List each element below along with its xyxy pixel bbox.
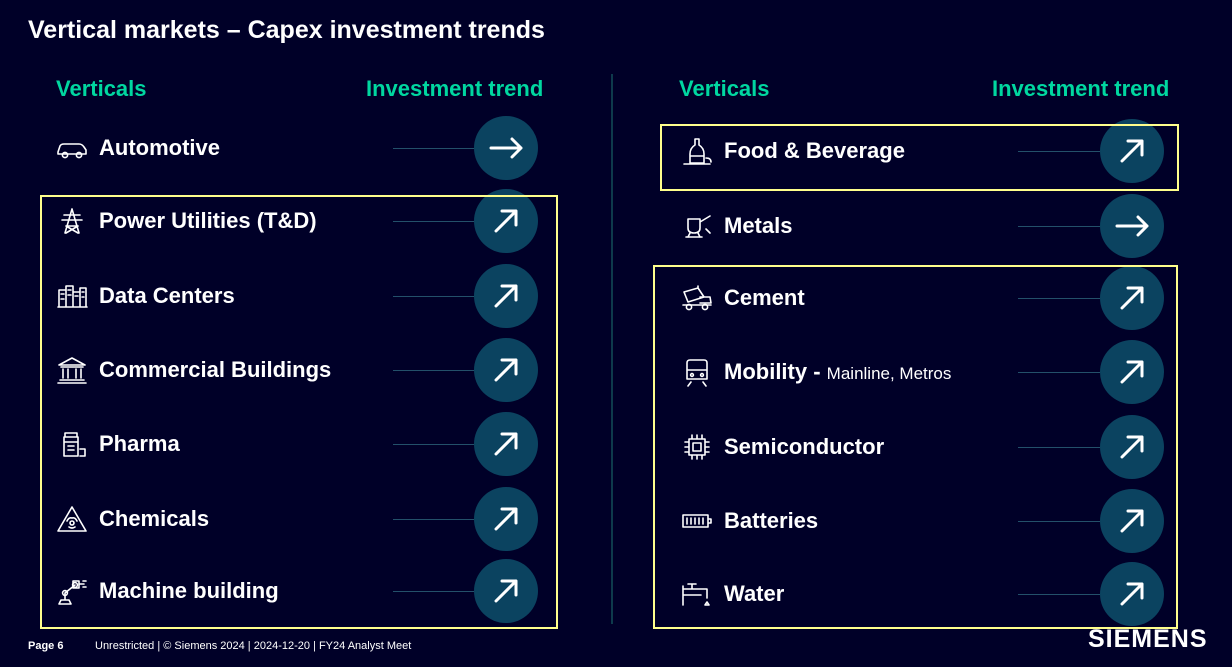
vertical-label: Semiconductor	[724, 434, 884, 460]
right-header-trend: Investment trend	[992, 76, 1170, 101]
vertical-name: Machine building	[99, 578, 279, 603]
vertical-name: Food & Beverage	[724, 138, 905, 163]
vertical-row-chemicals: Chemicals	[55, 487, 538, 551]
connector-line	[393, 519, 474, 520]
trend-up-arrow-icon	[474, 338, 538, 402]
connector-line	[1018, 372, 1100, 373]
server-rack-icon	[55, 281, 89, 311]
connector-line	[393, 591, 474, 592]
connector-line	[1018, 594, 1100, 595]
vertical-row-water: Water	[680, 562, 1164, 626]
left-header-verticals: Verticals	[56, 76, 147, 101]
trend-flat-arrow-icon	[474, 116, 538, 180]
trend-up-arrow-icon	[474, 487, 538, 551]
vertical-name: Commercial Buildings	[99, 357, 332, 382]
cement-mixer-icon	[680, 283, 714, 313]
chip-icon	[680, 432, 714, 462]
vertical-label: Power Utilities (T&D)	[99, 208, 317, 234]
footer-text: Unrestricted | © Siemens 2024 | 2024-12-…	[95, 640, 412, 652]
trend-up-arrow-icon	[474, 412, 538, 476]
page-number: Page 6	[28, 640, 64, 652]
right-header-verticals: Verticals	[679, 76, 770, 101]
left-header-trend: Investment trend	[366, 76, 544, 101]
building-icon	[55, 355, 89, 385]
vertical-label: Automotive	[99, 135, 220, 161]
vertical-name: Metals	[724, 213, 793, 238]
vertical-label: Water	[724, 581, 784, 607]
vertical-label: Food & Beverage	[724, 138, 905, 164]
vertical-row-commercial-buildings: Commercial Buildings	[55, 338, 538, 402]
vertical-name: Power Utilities (T&D)	[99, 208, 317, 233]
vertical-name: Pharma	[99, 431, 180, 456]
car-icon	[55, 133, 89, 163]
connector-line	[1018, 521, 1100, 522]
power-tower-icon	[55, 206, 89, 236]
vertical-label: Chemicals	[99, 506, 209, 532]
vertical-name: Data Centers	[99, 283, 235, 308]
connector-line	[393, 148, 474, 149]
vertical-row-semiconductor: Semiconductor	[680, 415, 1164, 479]
vertical-row-power-utilities-t-d: Power Utilities (T&D)	[55, 189, 538, 253]
trend-up-arrow-icon	[474, 559, 538, 623]
vertical-name: Chemicals	[99, 506, 210, 531]
vertical-label: Batteries	[724, 508, 818, 534]
vertical-row-food-beverage: Food & Beverage	[680, 119, 1164, 183]
trend-up-arrow-icon	[1100, 562, 1164, 626]
vertical-row-batteries: Batteries	[680, 489, 1164, 553]
connector-line	[393, 370, 474, 371]
connector-line	[393, 296, 474, 297]
trend-up-arrow-icon	[474, 189, 538, 253]
vertical-name: Semiconductor	[724, 434, 885, 459]
ladle-icon	[680, 211, 714, 241]
connector-line	[1018, 151, 1100, 152]
connector-line	[1018, 226, 1100, 227]
pill-bottle-icon	[55, 429, 89, 459]
vertical-label: Cement	[724, 285, 805, 311]
vertical-row-metals: Metals	[680, 194, 1164, 258]
vertical-name: Automotive	[99, 135, 220, 160]
vertical-label: Machine building	[99, 578, 279, 604]
vertical-name: Mobility	[724, 359, 808, 384]
trend-up-arrow-icon	[1100, 119, 1164, 183]
hazard-triangle-icon	[55, 504, 89, 534]
vertical-row-cement: Cement	[680, 266, 1164, 330]
connector-line	[393, 444, 474, 445]
battery-icon	[680, 506, 714, 536]
vertical-row-automotive: Automotive	[55, 116, 538, 180]
robot-arm-icon	[55, 576, 89, 606]
vertical-name: Water	[724, 581, 785, 606]
vertical-label: Commercial Buildings	[99, 357, 331, 383]
vertical-row-machine-building: Machine building	[55, 559, 538, 623]
trend-up-arrow-icon	[1100, 489, 1164, 553]
trend-flat-arrow-icon	[1100, 194, 1164, 258]
vertical-row-mobility: Mobility - Mainline, Metros	[680, 340, 1164, 404]
water-tap-icon	[680, 579, 714, 609]
vertical-label: Pharma	[99, 431, 180, 457]
column-divider	[611, 74, 613, 624]
vertical-sublabel: Mainline, Metros	[826, 364, 952, 383]
vertical-row-data-centers: Data Centers	[55, 264, 538, 328]
train-icon	[680, 357, 714, 387]
bottle-icon	[680, 136, 714, 166]
vertical-row-pharma: Pharma	[55, 412, 538, 476]
trend-up-arrow-icon	[1100, 266, 1164, 330]
trend-up-arrow-icon	[1100, 340, 1164, 404]
highlight-box-food	[660, 124, 1179, 191]
vertical-label: Data Centers	[99, 283, 235, 309]
vertical-label: Metals	[724, 213, 792, 239]
highlight-box-right	[653, 265, 1178, 629]
trend-up-arrow-icon	[1100, 415, 1164, 479]
trend-up-arrow-icon	[474, 264, 538, 328]
vertical-name: Cement	[724, 285, 805, 310]
vertical-label: Mobility - Mainline, Metros	[724, 359, 951, 385]
connector-line	[1018, 298, 1100, 299]
label-separator: -	[807, 359, 827, 384]
siemens-logo: SIEMENS	[1088, 625, 1208, 653]
highlight-box-left	[40, 195, 558, 629]
vertical-name: Batteries	[724, 508, 819, 533]
slide-title: Vertical markets – Capex investment tren…	[28, 16, 545, 44]
connector-line	[393, 221, 474, 222]
connector-line	[1018, 447, 1100, 448]
